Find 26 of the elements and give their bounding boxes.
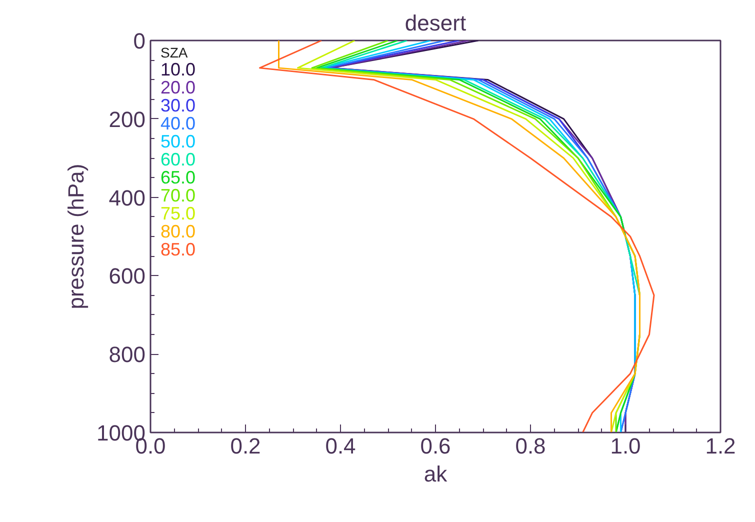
x-tick-label: 1.0: [610, 434, 641, 458]
x-tick-label: 1.2: [705, 434, 736, 458]
x-tick-label: 0.6: [420, 434, 451, 458]
y-axis-title: pressure (hPa): [64, 164, 89, 310]
y-tick-label: 200: [108, 106, 146, 132]
x-axis-title: ak: [424, 462, 448, 486]
text: 10.0: [160, 60, 196, 80]
text: 50.0: [160, 132, 196, 152]
x-tick-label: 0.8: [515, 434, 546, 458]
chart-title: desert: [404, 10, 466, 36]
legend-title: SZA: [160, 44, 188, 60]
x-tick-label: 0.4: [325, 434, 356, 458]
y-tick-label: 0: [133, 28, 146, 54]
y-tick-label: 600: [108, 264, 146, 289]
text: 70.0: [160, 186, 196, 206]
y-tick-label: 400: [108, 185, 146, 210]
y-tick-label: 800: [108, 342, 146, 368]
text: 40.0: [160, 114, 196, 134]
text: 60.0: [160, 150, 196, 170]
text: 65.0: [160, 168, 196, 188]
x-tick-label: 0.2: [230, 434, 261, 458]
text: 20.0: [160, 78, 196, 98]
text: 85.0: [160, 240, 196, 260]
text: 80.0: [160, 222, 196, 242]
text: 75.0: [160, 204, 196, 224]
text: 30.0: [160, 96, 196, 116]
